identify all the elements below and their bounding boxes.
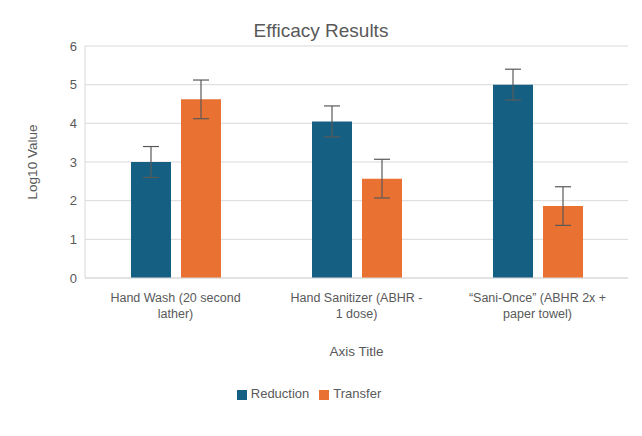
- svg-text:2: 2: [70, 193, 77, 208]
- svg-text:4: 4: [70, 116, 77, 131]
- svg-text:Axis Title: Axis Title: [329, 344, 383, 359]
- svg-text:Hand Sanitizer (ABHR -1 dose): Hand Sanitizer (ABHR -1 dose): [291, 291, 423, 321]
- svg-text:1: 1: [70, 232, 77, 247]
- svg-text:6: 6: [70, 39, 77, 54]
- html-text:Transfer: Transfer: [333, 386, 382, 401]
- html-text:Efficacy Results: Efficacy Results: [253, 20, 389, 41]
- svg-text:“Sani-Once” (ABHR 2x +paper to: “Sani-Once” (ABHR 2x +paper towel): [469, 291, 606, 321]
- html-text:Reduction: Reduction: [250, 386, 310, 401]
- svg-text:3: 3: [70, 155, 77, 170]
- svg-text:0: 0: [70, 271, 77, 286]
- svg-text:Log10 Value: Log10 Value: [25, 125, 40, 200]
- svg-text:Hand Wash (20 secondlather): Hand Wash (20 secondlather): [110, 291, 240, 321]
- svg-text:5: 5: [70, 77, 77, 92]
